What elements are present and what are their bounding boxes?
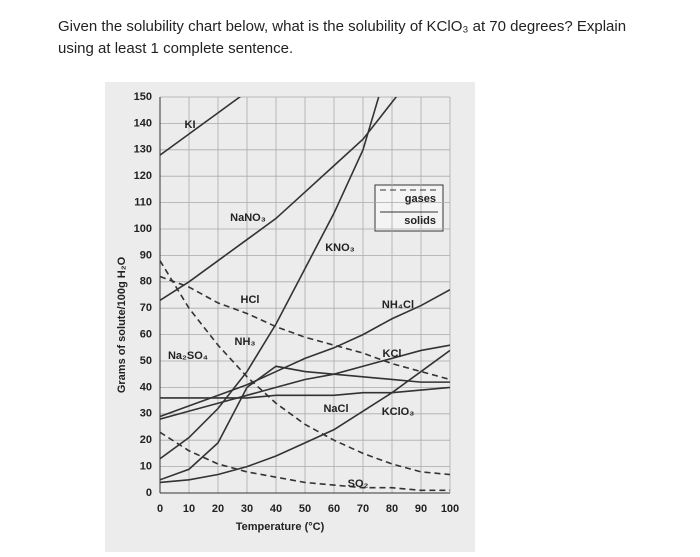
series-line: [160, 431, 450, 492]
x-tick-label: 100: [441, 503, 459, 515]
y-tick-label: 70: [140, 302, 152, 314]
series-label: KClO₃: [382, 406, 415, 418]
x-tick-label: 70: [357, 503, 369, 515]
y-tick-label: 60: [140, 329, 152, 341]
series-label: HCl: [241, 294, 260, 306]
y-tick-label: 120: [134, 170, 152, 182]
series-line: [160, 97, 380, 460]
y-tick-label: 50: [140, 355, 152, 367]
x-tick-label: 50: [299, 503, 311, 515]
y-tick-label: 110: [134, 197, 152, 209]
series-label: NH₃: [235, 336, 256, 348]
y-tick-label: 140: [134, 117, 152, 129]
series-line: [160, 260, 450, 476]
series-label: NaNO₃: [230, 212, 266, 224]
chart-background: [105, 82, 475, 552]
series-line: [160, 97, 398, 301]
x-tick-label: 90: [415, 503, 427, 515]
question: Given the solubility chart below, what i…: [58, 18, 627, 57]
series-label: NH₄Cl: [382, 299, 414, 311]
x-tick-label: 30: [241, 503, 253, 515]
series-line: [160, 365, 450, 481]
y-tick-label: 130: [134, 144, 152, 156]
plot-lines: [160, 97, 450, 492]
y-axis-label: Grams of solute/100g H₂O: [116, 256, 128, 393]
series-label: KI: [185, 119, 196, 131]
series-label: KNO₃: [325, 242, 355, 254]
y-tick-label: 150: [134, 91, 152, 103]
x-tick-label: 80: [386, 503, 398, 515]
y-tick-label: 80: [140, 276, 152, 288]
series-label: NaCl: [323, 403, 348, 415]
x-tick-label: 20: [212, 503, 224, 515]
x-tick-label: 60: [328, 503, 340, 515]
series-line: [160, 289, 450, 418]
y-tick-label: 20: [140, 434, 152, 446]
series-line: [160, 275, 450, 381]
y-tick-label: 30: [140, 408, 152, 420]
x-tick-label: 10: [183, 503, 195, 515]
y-tick-label: 100: [134, 223, 152, 235]
series-line: [160, 344, 450, 420]
y-tick-label: 0: [146, 487, 152, 499]
x-axis-label: Temperature (°C): [236, 521, 325, 533]
series-label: Na₂SO₄: [168, 350, 208, 362]
y-tick-label: 40: [140, 381, 152, 393]
y-tick-label: 10: [140, 461, 152, 473]
series-line: [160, 386, 450, 399]
legend-label: solids: [404, 215, 436, 227]
x-tick-label: 40: [270, 503, 282, 515]
x-tick-label: 0: [157, 503, 163, 515]
series-line: [160, 97, 242, 156]
y-tick-label: 90: [140, 249, 152, 261]
legend-box: [374, 184, 444, 232]
series-label: SO₂: [348, 478, 369, 490]
series-line: [160, 349, 450, 484]
series-label: KCl: [383, 348, 402, 360]
legend-label: gases: [405, 193, 436, 205]
